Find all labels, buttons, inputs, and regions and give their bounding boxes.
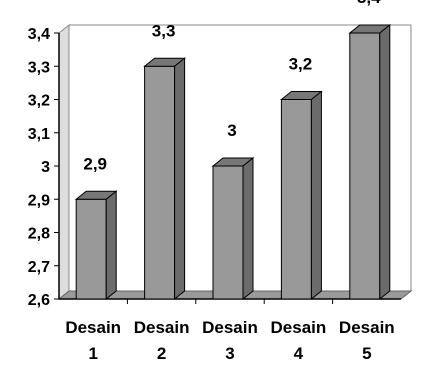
- bar-front: [349, 32, 381, 300]
- bar-side: [105, 190, 117, 301]
- y-tick-label: 2,6: [28, 292, 50, 309]
- y-tick-label: 2,7: [28, 259, 50, 276]
- x-category-label: Desain: [271, 318, 327, 337]
- bar-side: [379, 23, 391, 301]
- bar-side: [174, 57, 186, 301]
- bar-front: [144, 65, 176, 300]
- bar-front: [75, 198, 107, 300]
- x-category-label: Desain: [134, 318, 190, 337]
- data-label: 3,4: [357, 0, 381, 7]
- y-tick-label: 3,4: [28, 26, 50, 43]
- bar: [279, 90, 323, 301]
- bar: [74, 190, 118, 301]
- x-category-label: Desain: [339, 318, 395, 337]
- data-label: 3,2: [289, 55, 313, 74]
- bar: [211, 156, 255, 301]
- data-labels: 2,9 3,3 3 3,2 3,4: [83, 0, 381, 173]
- bar-side: [242, 156, 254, 301]
- bar-front: [212, 165, 244, 300]
- bars: [74, 23, 392, 301]
- x-axis-labels: Desain 1 Desain 2 Desain 3 Desain 4 Desain 5: [65, 299, 395, 363]
- bar: [143, 57, 187, 301]
- y-axis-ticks: 2,6 2,7 2,8 2,9 3 3,1 3,2 3,3 3,4: [28, 26, 59, 309]
- y-tick-label: 3,2: [28, 93, 50, 110]
- bar-side: [310, 90, 322, 301]
- x-category-label: 4: [294, 344, 304, 363]
- y-tick-label: 2,8: [28, 226, 50, 243]
- data-label: 3: [227, 121, 236, 140]
- x-category-label: Desain: [202, 318, 258, 337]
- side-wall: [58, 23, 70, 301]
- bar: [348, 23, 392, 301]
- x-category-label: 5: [362, 344, 371, 363]
- y-tick-label: 3,1: [28, 126, 50, 143]
- y-tick-label: 3: [41, 159, 50, 176]
- x-category-label: 3: [225, 344, 234, 363]
- x-category-label: 1: [88, 344, 97, 363]
- x-category-label: 2: [157, 344, 166, 363]
- data-label: 2,9: [83, 154, 107, 173]
- y-tick-label: 3,3: [28, 59, 50, 76]
- x-category-label: Desain: [65, 318, 121, 337]
- bar-front: [280, 99, 312, 300]
- data-label: 3,3: [152, 21, 176, 40]
- y-tick-label: 2,9: [28, 192, 50, 209]
